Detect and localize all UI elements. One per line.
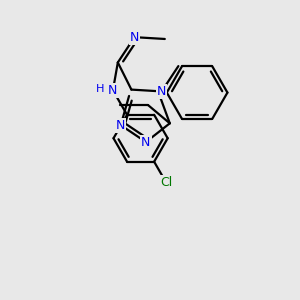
Text: N: N: [130, 31, 139, 44]
Text: N: N: [141, 136, 151, 148]
Text: Cl: Cl: [160, 176, 172, 189]
Text: H: H: [95, 84, 104, 94]
Text: N: N: [108, 84, 118, 97]
Text: N: N: [116, 118, 125, 132]
Text: N: N: [157, 85, 166, 98]
